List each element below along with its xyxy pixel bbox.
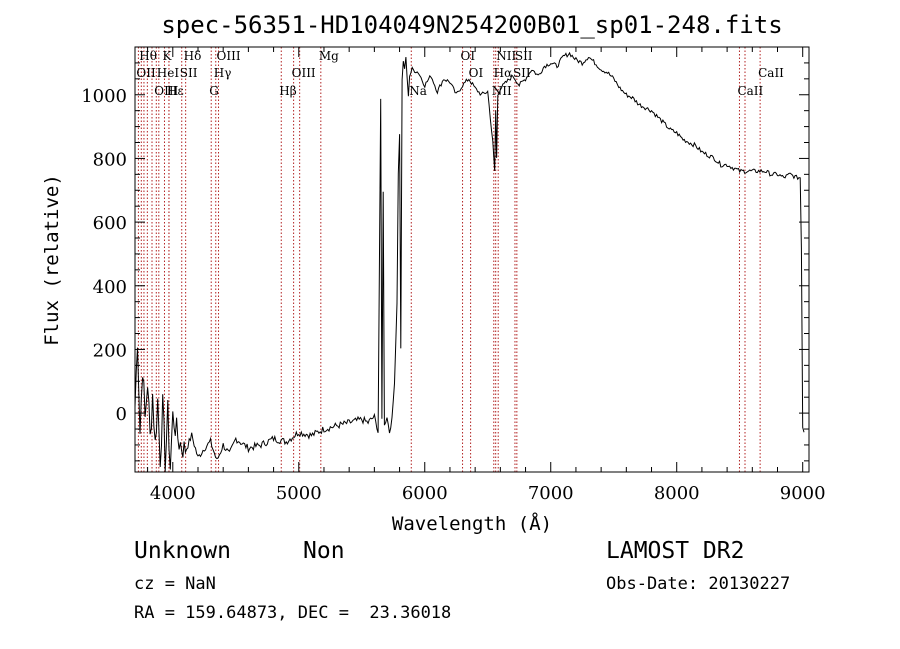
line-marker-label: OI (469, 66, 484, 80)
x-tick-label: 7000 (528, 483, 574, 504)
line-marker-label: Hα (494, 66, 513, 80)
survey-name: LAMOST DR2 (606, 538, 745, 564)
line-marker-label: HeI (157, 66, 180, 80)
line-marker-label: OII (136, 66, 156, 80)
y-tick-label: 200 (93, 340, 127, 361)
y-tick-label: 800 (93, 149, 127, 170)
line-marker-label: OI (461, 49, 476, 63)
line-marker-label: SII (515, 49, 533, 63)
x-tick-label: 8000 (654, 483, 700, 504)
object-subclass: Non (303, 538, 345, 564)
object-class: Unknown (134, 538, 231, 564)
line-marker-label: OIII (292, 66, 316, 80)
x-tick-label: 4000 (150, 483, 196, 504)
y-tick-label: 0 (116, 404, 127, 425)
y-tick-label: 1000 (81, 86, 127, 107)
line-markers (137, 47, 761, 472)
line-marker-label: Hθ (139, 49, 157, 63)
line-marker-label: SII (180, 66, 198, 80)
y-axis: 0 200 400 600 800 1000 (81, 46, 809, 462)
coordinates: RA = 159.64873, DEC = 23.36018 (134, 603, 452, 623)
plot-frame (134, 46, 810, 473)
line-marker-label: H (167, 84, 177, 98)
line-marker-label: NII (496, 49, 516, 63)
redshift-value: cz = NaN (134, 574, 216, 594)
x-axis-label: Wavelength (Å) (392, 512, 552, 535)
line-marker-label: K (162, 49, 172, 63)
x-tick-label: 9000 (780, 483, 826, 504)
line-marker-label: Hδ (184, 49, 202, 63)
line-marker-label: Mg (319, 49, 339, 63)
line-marker-label: SII (513, 66, 531, 80)
line-marker-label: NII (492, 84, 512, 98)
x-tick-label: 6000 (402, 483, 448, 504)
obs-date: Obs-Date: 20130227 (606, 574, 791, 594)
y-tick-label: 600 (93, 213, 127, 234)
line-marker-label: Hε (167, 84, 184, 98)
spectrum-line (134, 51, 805, 472)
line-marker-labels: OIIHθOIIIHeIKHεHSIIHδGHγOIIIHβOIIIMgNaOI… (136, 49, 784, 98)
line-marker-label: Hβ (279, 84, 296, 98)
line-marker-label: G (209, 84, 219, 98)
chart-title: spec-56351-HD104049N254200B01_sp01-248.f… (161, 11, 782, 39)
line-marker-label: OIII (154, 84, 178, 98)
line-marker-label: OIII (217, 49, 241, 63)
line-marker-label: CaII (758, 66, 784, 80)
line-marker-label: CaII (737, 84, 763, 98)
x-axis: 4000 5000 6000 7000 8000 9000 (147, 47, 826, 504)
y-axis-label: Flux (relative) (41, 174, 63, 346)
y-tick-label: 400 (93, 277, 127, 298)
x-tick-label: 5000 (276, 483, 322, 504)
line-marker-label: Na (409, 84, 427, 98)
line-marker-label: Hγ (214, 66, 232, 80)
